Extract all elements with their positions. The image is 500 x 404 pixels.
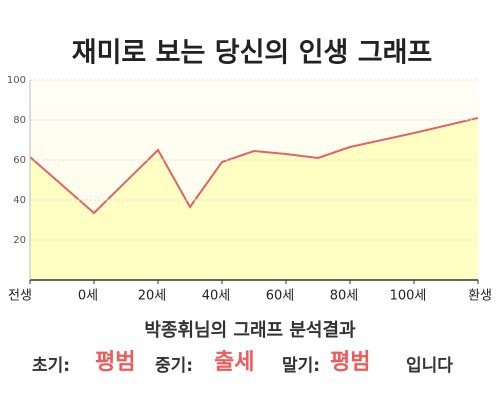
x-tick-label: 0세 [78,289,98,304]
line [29,117,479,215]
late-result: 평범 [330,350,370,375]
result-ending: 입니다 [406,356,453,376]
y-tick-label: 80 [13,115,26,126]
result-heading: 박종휘님의 그래프 분석결과 [144,319,356,341]
early-result: 평범 [95,350,135,375]
x-tick-label: 80세 [330,289,359,304]
middle-result: 출세 [214,350,254,375]
x-tick-label: 전생 [8,289,32,304]
x-tick-label: 환생 [468,289,492,304]
middle-label: 중기: [155,356,193,376]
early-label: 초기: [32,356,70,376]
x-tick-label: 100세 [390,289,427,304]
x-tick-label: 40세 [202,289,231,304]
y-tick-label: 40 [13,195,26,206]
y-tick-label: 60 [13,155,26,166]
y-tick-label: 20 [13,235,26,246]
late-label: 말기: [282,355,320,376]
x-tick-label: 20세 [138,289,167,304]
x-tick-label: 60세 [266,289,295,304]
y-tick-label: 100 [7,75,26,86]
chart-title: 재미로 보는 당신의 인생 그래프 [72,38,433,69]
